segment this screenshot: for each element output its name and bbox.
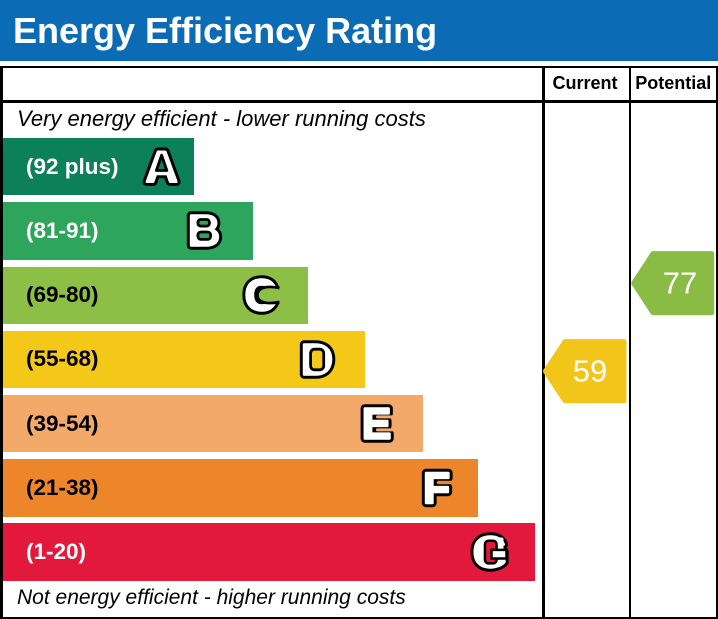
svg-text:E: E <box>362 400 391 449</box>
svg-text:77: 77 <box>663 266 697 301</box>
svg-text:59: 59 <box>573 354 607 389</box>
svg-text:F: F <box>423 464 450 513</box>
svg-text:A: A <box>146 143 178 192</box>
svg-text:F: F <box>423 464 450 513</box>
svg-text:E: E <box>362 400 391 449</box>
